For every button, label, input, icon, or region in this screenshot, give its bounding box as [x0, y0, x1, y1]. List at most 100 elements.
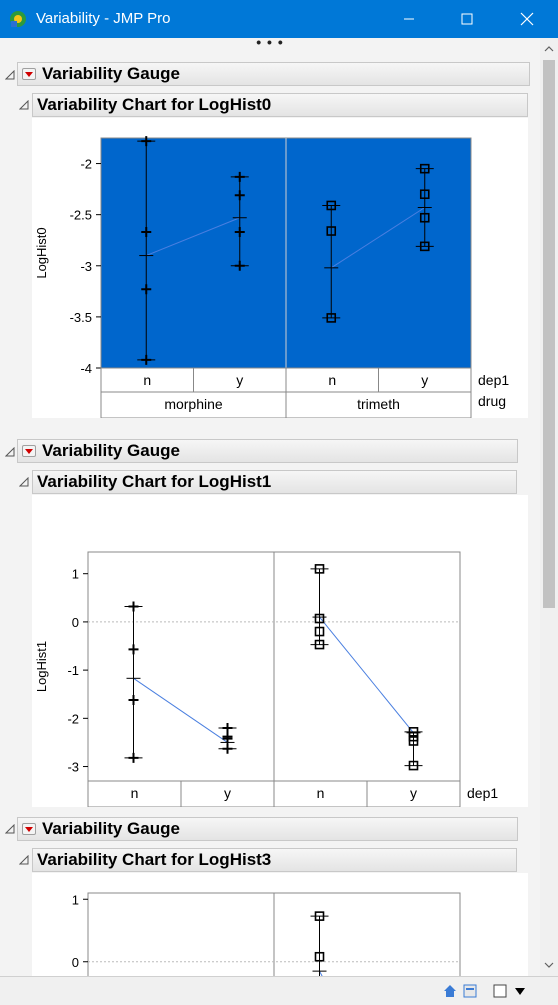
- minimize-button[interactable]: [386, 0, 432, 38]
- subgroup-axis-label: dep1: [467, 785, 498, 801]
- mean-connect-line: [133, 677, 228, 743]
- disclosure-triangle-icon[interactable]: [5, 824, 15, 834]
- data-point: [314, 564, 325, 574]
- variability-chart-2: 10-1-2-3LogHist1morphinenytrimethnydep1d…: [34, 551, 498, 834]
- subgroup-label: y: [421, 372, 428, 388]
- y-tick-label: -3: [67, 760, 79, 775]
- data-point: [128, 752, 139, 763]
- subgroup-label: n: [131, 785, 139, 801]
- data-point: [408, 727, 419, 737]
- dropdown-arrow-icon[interactable]: [514, 987, 526, 997]
- home-icon[interactable]: [442, 983, 458, 999]
- subgroup-label: n: [328, 372, 336, 388]
- y-tick-label: 0: [72, 955, 79, 970]
- scroll-up-arrow-icon[interactable]: [544, 44, 554, 54]
- y-axis-label: LogHist1: [34, 641, 49, 692]
- data-point: [326, 226, 337, 236]
- gauge-title-3: Variability Gauge: [42, 819, 180, 838]
- chart-title-1: Variability Chart for LogHist0: [37, 95, 272, 114]
- disclosure-triangle-icon[interactable]: [5, 70, 15, 80]
- chart-panel-2: 10-1-2-3LogHist1morphinenytrimethnydep1d…: [32, 495, 528, 834]
- chart-header-2[interactable]: Variability Chart for LogHist1: [32, 470, 517, 494]
- gauge-header-3[interactable]: Variability Gauge: [17, 817, 518, 841]
- gauge-title-2: Variability Gauge: [42, 441, 180, 460]
- mean-connect-line: [146, 217, 240, 257]
- data-point: [128, 601, 139, 612]
- data-point: [314, 613, 325, 624]
- data-point: [326, 313, 337, 323]
- y-tick-label: -1: [67, 663, 79, 678]
- window-title: Variability - JMP Pro: [36, 10, 171, 27]
- y-tick-label: -2: [67, 711, 79, 726]
- subgroup-label: n: [143, 372, 151, 388]
- data-point: [314, 911, 325, 921]
- chart-title-2: Variability Chart for LogHist1: [37, 472, 272, 491]
- overflow-dots-icon[interactable]: • • •: [256, 38, 284, 50]
- data-point: [234, 190, 245, 201]
- group-label: trimeth: [357, 396, 400, 412]
- data-point: [234, 227, 245, 238]
- red-triangle-menu-icon[interactable]: [22, 445, 36, 457]
- data-point: [234, 171, 245, 182]
- scroll-down-arrow-icon[interactable]: [544, 960, 554, 970]
- y-tick-label: -2: [80, 157, 92, 172]
- y-tick-label: -4: [80, 361, 92, 376]
- maximize-button[interactable]: [444, 0, 490, 38]
- chart-header-1[interactable]: Variability Chart for LogHist0: [32, 93, 528, 117]
- red-triangle-menu-icon[interactable]: [22, 823, 36, 835]
- subgroup-label: y: [236, 372, 243, 388]
- data-point: [234, 260, 245, 271]
- data-point: [419, 212, 430, 223]
- status-bar: [0, 976, 558, 1005]
- vertical-scrollbar[interactable]: [540, 38, 558, 976]
- data-point: [419, 189, 430, 200]
- data-point: [141, 227, 152, 238]
- disclosure-triangle-icon[interactable]: [19, 477, 29, 487]
- data-point: [419, 163, 430, 174]
- y-tick-label: 0: [72, 615, 79, 630]
- jmp-app-icon: [10, 11, 26, 27]
- variability-chart-3: 10: [72, 892, 461, 976]
- data-point: [419, 241, 430, 252]
- group-label: morphine: [164, 396, 223, 412]
- data-point: [141, 136, 152, 147]
- chart-header-3[interactable]: Variability Chart for LogHist3: [32, 848, 517, 872]
- close-button[interactable]: [504, 0, 550, 38]
- disclosure-triangle-icon[interactable]: [19, 100, 29, 110]
- data-point: [222, 743, 233, 754]
- subgroup-label: y: [224, 785, 231, 801]
- mean-connect-line: [319, 616, 414, 734]
- data-point: [314, 626, 325, 637]
- y-tick-label: -3: [80, 259, 92, 274]
- data-point: [408, 760, 419, 771]
- chart-title-3: Variability Chart for LogHist3: [37, 850, 272, 869]
- data-point: [222, 722, 233, 733]
- y-axis-label: LogHist0: [34, 227, 49, 278]
- scrollbar-thumb[interactable]: [543, 60, 555, 608]
- disclosure-triangle-icon[interactable]: [19, 855, 29, 865]
- variability-chart-1: -2 -2.5 -3 -3.5 -4 LogHist0 morphine n y trimeth n…: [34, 136, 509, 419]
- close-icon: [520, 12, 534, 26]
- window-icon[interactable]: [492, 983, 508, 999]
- data-point: [326, 200, 337, 211]
- data-point: [141, 354, 152, 365]
- minimize-icon: [404, 18, 414, 20]
- disclosure-triangle-icon[interactable]: [5, 447, 15, 457]
- data-point: [128, 695, 139, 706]
- subgroup-label: y: [410, 785, 417, 801]
- data-point: [128, 644, 139, 655]
- gauge-title-1: Variability Gauge: [42, 64, 180, 83]
- y-tick-label: 1: [72, 567, 79, 582]
- gauge-header-2[interactable]: Variability Gauge: [17, 439, 518, 463]
- data-point: [314, 951, 325, 962]
- window-list-icon[interactable]: [462, 983, 478, 999]
- y-tick-label: -2.5: [70, 208, 92, 223]
- gauge-header-1[interactable]: Variability Gauge: [17, 62, 530, 86]
- mean-connect-line: [330, 207, 426, 269]
- y-tick-label: -3.5: [70, 310, 92, 325]
- data-point: [222, 733, 233, 744]
- subgroup-label: n: [317, 785, 325, 801]
- red-triangle-menu-icon[interactable]: [22, 68, 36, 80]
- data-point: [141, 284, 152, 295]
